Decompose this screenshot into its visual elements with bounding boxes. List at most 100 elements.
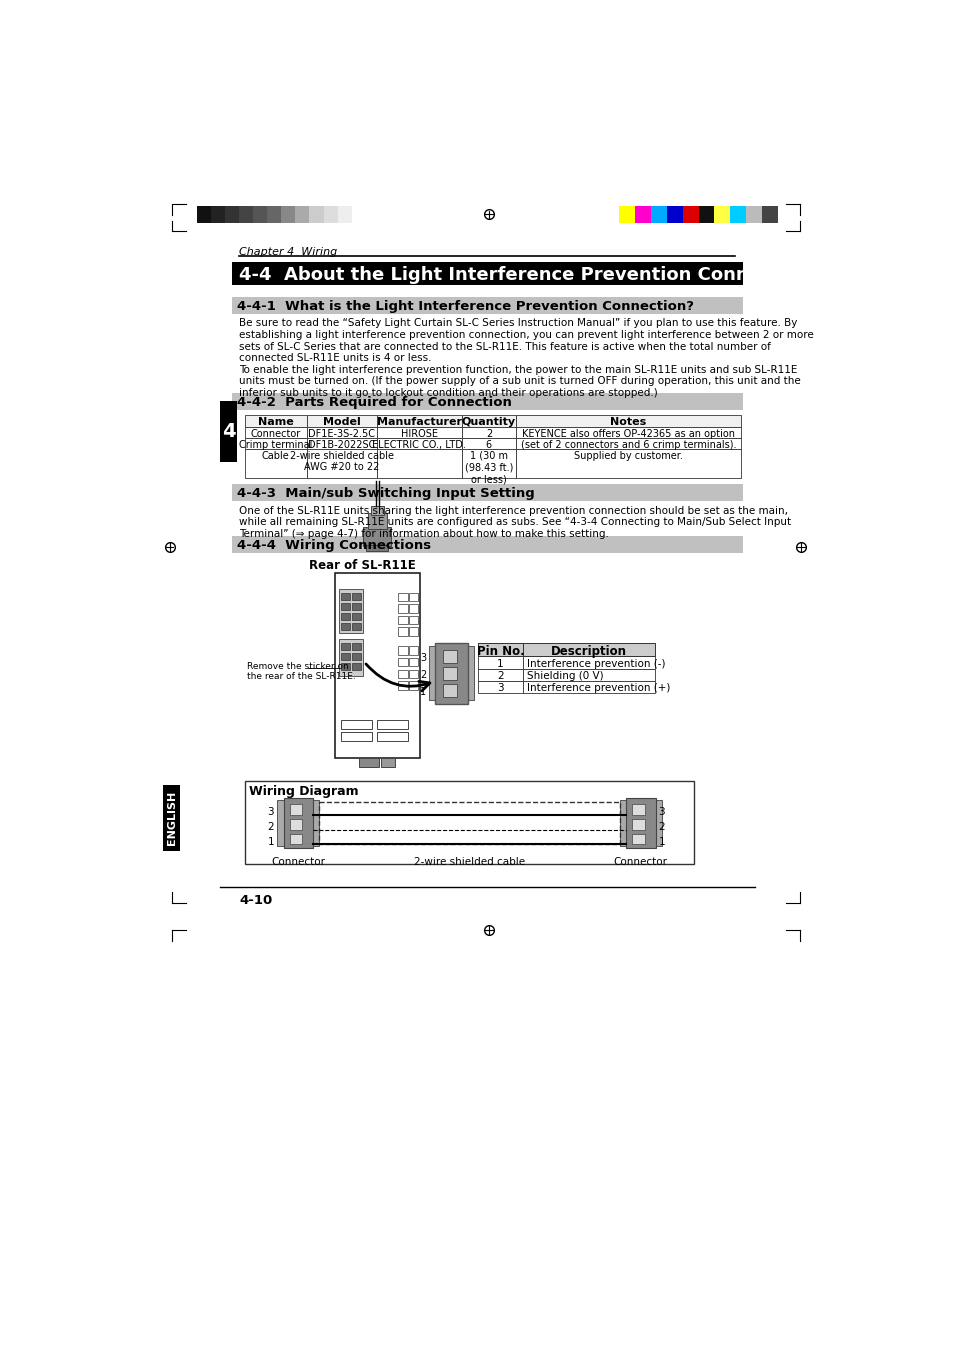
Text: Model: Model [322, 417, 360, 427]
Text: 4: 4 [221, 422, 235, 442]
Bar [307, 427, 376, 438]
Text: Name: Name [257, 417, 294, 427]
Text: 1 (30 m
(98.43 ft.)
or less): 1 (30 m (98.43 ft.) or less) [464, 451, 513, 484]
Bar [477, 643, 654, 657]
Bar [625, 798, 655, 848]
Bar [340, 593, 350, 600]
Text: 2: 2 [658, 821, 664, 832]
Bar [376, 449, 461, 478]
Text: 1: 1 [497, 659, 503, 669]
Bar [409, 670, 418, 678]
Bar [352, 623, 360, 631]
Bar [698, 205, 714, 223]
Bar [745, 205, 761, 223]
Bar [409, 681, 418, 689]
Text: 2: 2 [419, 670, 426, 681]
Bar [368, 513, 386, 528]
FancyArrowPatch shape [366, 663, 430, 690]
Bar [618, 205, 635, 223]
Text: Connector: Connector [251, 430, 300, 439]
Text: Notes: Notes [610, 417, 646, 427]
Bar [340, 612, 350, 620]
Bar [307, 415, 376, 427]
Text: Connector: Connector [271, 857, 325, 866]
Bar [232, 536, 742, 554]
Text: 3: 3 [497, 684, 503, 693]
Bar [338, 639, 363, 676]
Bar [477, 681, 522, 693]
Text: Interference prevention (-): Interference prevention (-) [526, 659, 664, 669]
Text: 2: 2 [485, 430, 492, 439]
Bar [376, 438, 461, 449]
Text: 6: 6 [485, 440, 492, 450]
Text: DF1B-2022SC: DF1B-2022SC [308, 440, 375, 450]
Text: Wiring Diagram: Wiring Diagram [249, 785, 358, 798]
Text: Connector: Connector [613, 857, 667, 866]
Bar [340, 623, 350, 631]
Bar [319, 802, 619, 844]
Bar [397, 681, 407, 689]
Bar [232, 393, 742, 411]
Bar [397, 604, 407, 612]
Bar [245, 781, 694, 865]
Text: Chapter 4  Wiring: Chapter 4 Wiring [239, 247, 337, 257]
Bar [340, 653, 350, 661]
Bar [516, 449, 740, 478]
Bar [409, 658, 418, 666]
Bar [516, 438, 740, 449]
Bar [381, 758, 395, 767]
Bar [522, 669, 654, 681]
Bar [307, 438, 376, 449]
Text: 3: 3 [419, 654, 426, 663]
Bar [352, 662, 360, 670]
Bar [245, 438, 307, 449]
Text: Be sure to read the “Safety Light Curtain SL-C Series Instruction Manual” if you: Be sure to read the “Safety Light Curtai… [239, 319, 813, 363]
Text: Shielding (0 V): Shielding (0 V) [526, 671, 603, 681]
Bar [196, 205, 211, 223]
Bar [522, 657, 654, 669]
Text: ELECTRIC CO., LTD.: ELECTRIC CO., LTD. [372, 440, 466, 450]
Bar [443, 650, 456, 662]
Text: 3: 3 [268, 808, 274, 817]
Text: HIROSE: HIROSE [400, 430, 437, 439]
Bar [477, 669, 522, 681]
Text: 1: 1 [419, 688, 426, 697]
Bar [352, 653, 360, 661]
Text: Quantity: Quantity [461, 417, 516, 427]
Bar [619, 800, 661, 846]
Text: 1: 1 [268, 836, 274, 847]
Bar [477, 643, 522, 657]
Text: Remove the sticker on
the rear of the SL-R11E.: Remove the sticker on the rear of the SL… [247, 662, 355, 681]
Bar [632, 834, 644, 844]
Bar [352, 593, 360, 600]
Bar [397, 627, 407, 636]
Text: Manufacturer: Manufacturer [376, 417, 461, 427]
Bar [397, 670, 407, 678]
Text: (set of 2 connectors and 6 crimp terminals).: (set of 2 connectors and 6 crimp termina… [520, 440, 736, 450]
Bar [409, 627, 418, 636]
Bar [340, 662, 350, 670]
Text: 2: 2 [268, 821, 274, 832]
Text: Supplied by customer.: Supplied by customer. [574, 451, 682, 461]
Bar [307, 449, 376, 478]
Text: Pin No.: Pin No. [476, 644, 524, 658]
Bar [376, 427, 461, 438]
Text: 3: 3 [658, 808, 664, 817]
Bar [714, 205, 730, 223]
Bar [632, 804, 644, 815]
Bar [461, 449, 516, 478]
Bar [522, 681, 654, 693]
Bar [352, 612, 360, 620]
Bar [340, 720, 372, 728]
Bar [290, 819, 302, 830]
Bar [409, 616, 418, 624]
Bar [352, 603, 360, 611]
Bar [397, 646, 407, 655]
Bar [761, 205, 778, 223]
Bar [245, 427, 307, 438]
Bar [397, 616, 407, 624]
Bar [409, 646, 418, 655]
Text: 2-wire shielded cable
AWG #20 to 22: 2-wire shielded cable AWG #20 to 22 [290, 451, 394, 473]
Text: KEYENCE also offers OP-42365 as an option: KEYENCE also offers OP-42365 as an optio… [521, 430, 734, 439]
Text: 4-4-2  Parts Required for Connection: 4-4-2 Parts Required for Connection [236, 396, 512, 409]
